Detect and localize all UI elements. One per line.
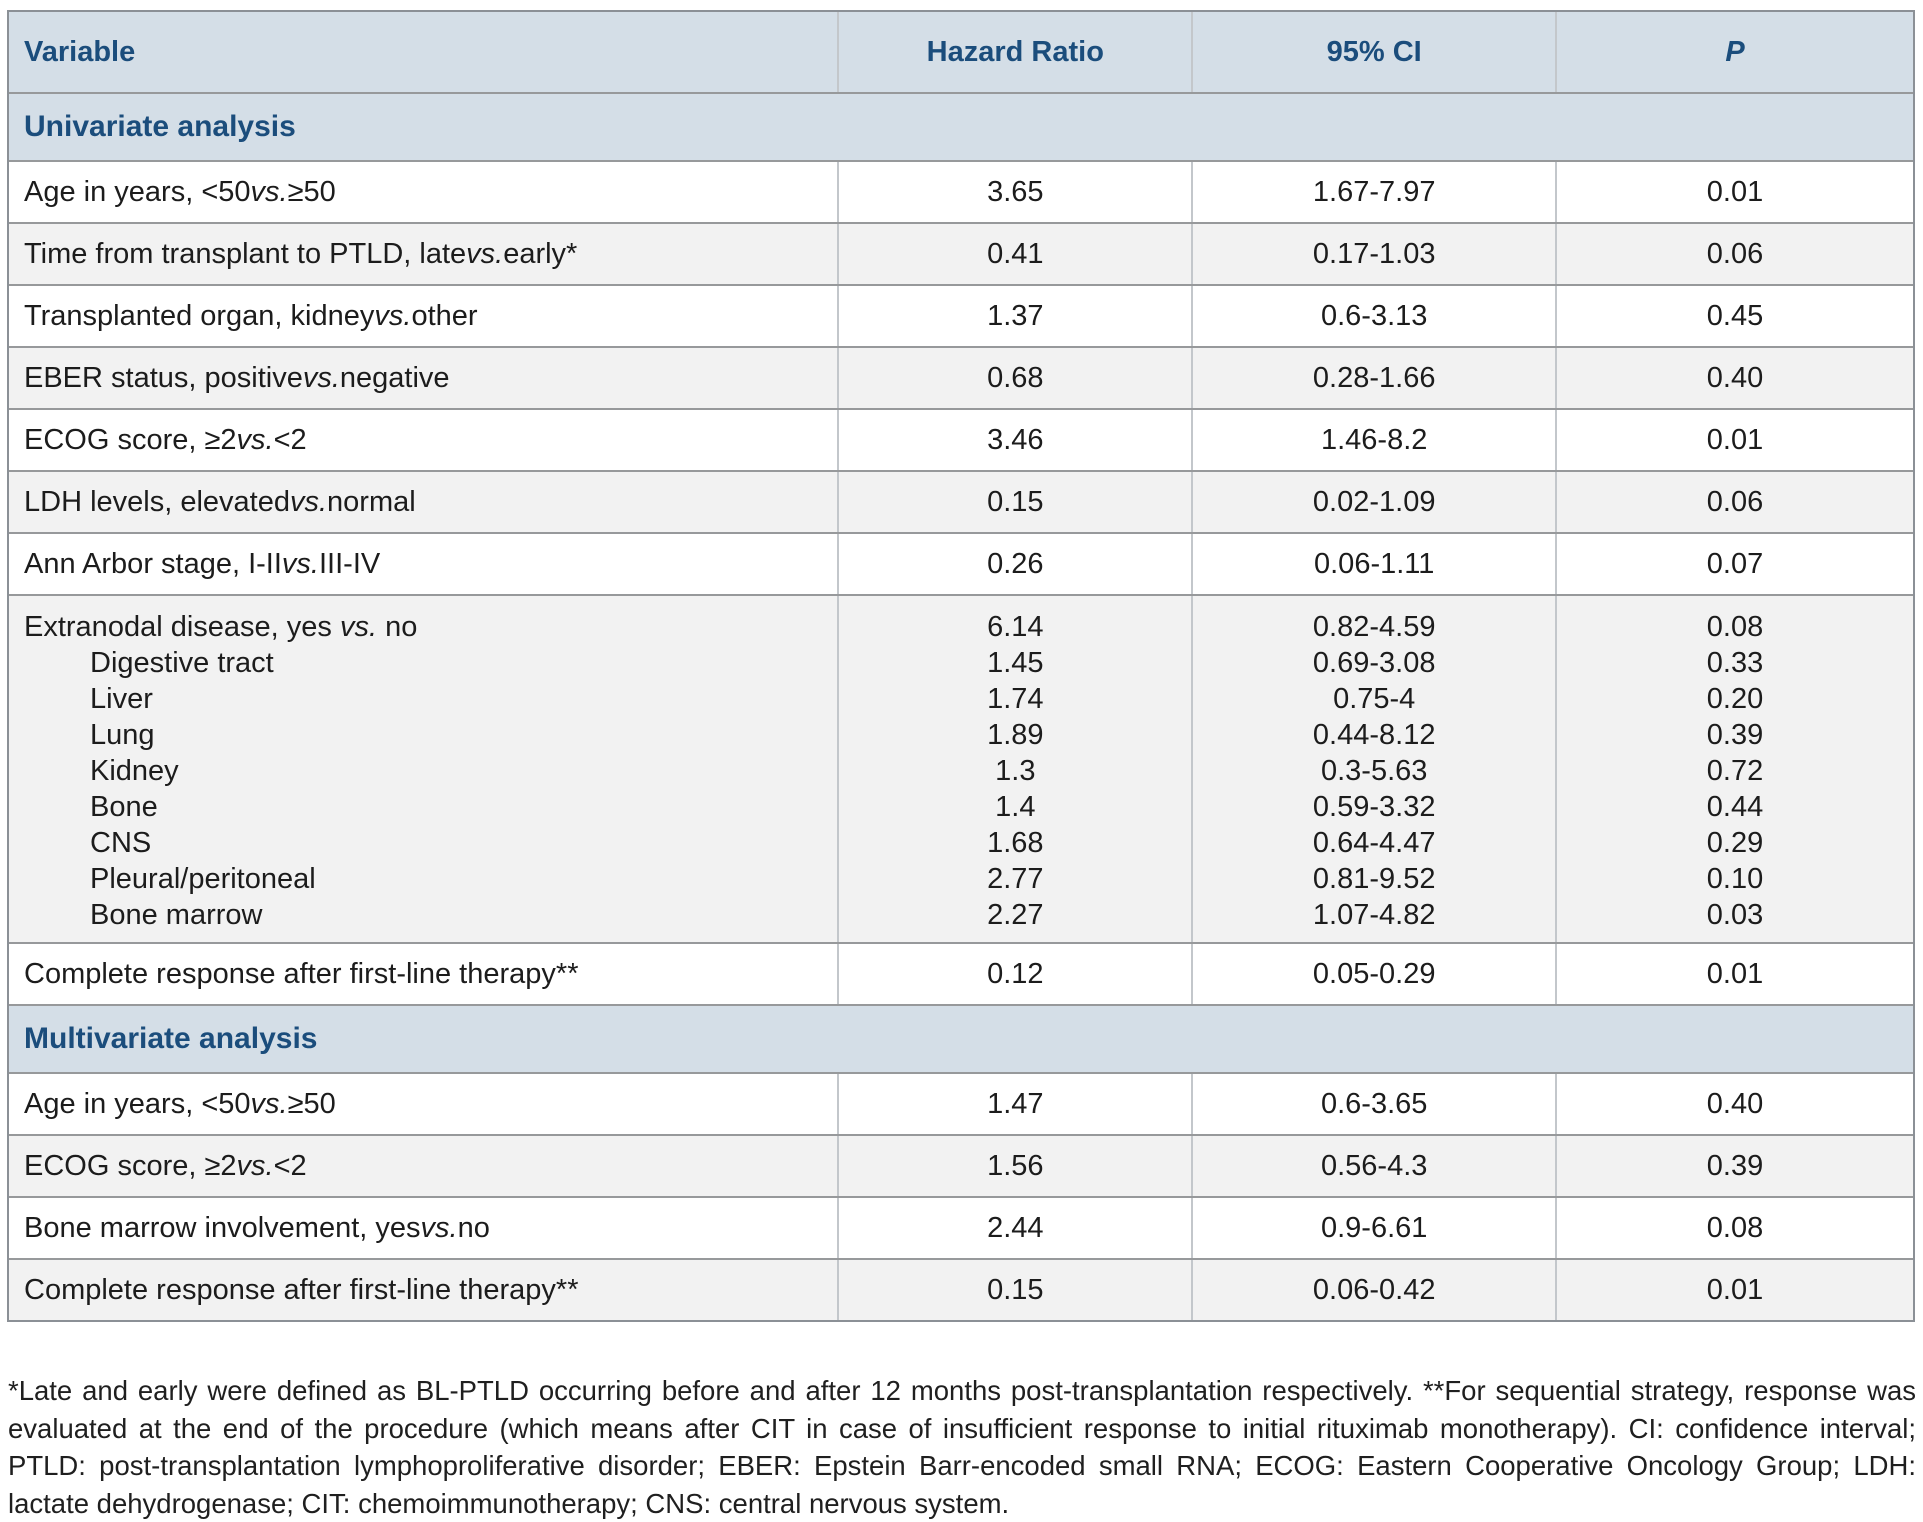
row-label: Extranodal disease, yes vs. no Digestive… [24, 611, 418, 931]
row-label: ECOG score, ≥2 vs. <2 [24, 423, 307, 456]
ci-value: 0.9-6.61 [1191, 1198, 1555, 1258]
table-row-ldh-levels: LDH levels, elevated vs. normal 0.15 0.0… [9, 470, 1913, 532]
hazard-ratio-value: 0.15 [837, 1260, 1191, 1320]
hazard-ratio-value: 1.47 [837, 1074, 1191, 1134]
table-row-eber-status: EBER status, positive vs. negative 0.68 … [9, 346, 1913, 408]
column-header-p: P [1555, 12, 1913, 92]
hazard-ratio-value: 0.12 [837, 944, 1191, 1004]
row-label: Bone marrow involvement, yes vs. no [24, 1211, 490, 1244]
hazard-ratio-value: 0.41 [837, 224, 1191, 284]
section-header-univariate: Univariate analysis [9, 92, 1913, 160]
row-label: LDH levels, elevated vs. normal [24, 485, 416, 518]
ci-value: 0.28-1.66 [1191, 348, 1555, 408]
p-value: 0.01 [1555, 162, 1913, 222]
table-row-ann-arbor-stage: Ann Arbor stage, I-II vs. III-IV 0.26 0.… [9, 532, 1913, 594]
row-label: Age in years, <50 vs. ≥50 [24, 1087, 336, 1120]
table-row-age-multivariate: Age in years, <50 vs. ≥50 1.47 0.6-3.65 … [9, 1072, 1913, 1134]
hazard-ratio-value: 3.65 [837, 162, 1191, 222]
hazard-ratio-values: 6.14 1.45 1.74 1.89 1.3 1.4 1.68 2.77 2.… [837, 596, 1191, 942]
hazard-ratio-value: 2.44 [837, 1198, 1191, 1258]
section-header-multivariate: Multivariate analysis [9, 1004, 1913, 1072]
p-value: 0.01 [1555, 944, 1913, 1004]
column-header-variable: Variable [24, 35, 136, 68]
column-header-95ci: 95% CI [1191, 12, 1555, 92]
hazard-ratio-value: 3.46 [837, 410, 1191, 470]
table-row-bone-marrow-involvement: Bone marrow involvement, yes vs. no 2.44… [9, 1196, 1913, 1258]
hazard-ratio-value: 0.15 [837, 472, 1191, 532]
ci-value: 0.56-4.3 [1191, 1136, 1555, 1196]
hazard-ratio-value: 1.37 [837, 286, 1191, 346]
row-label: Time from transplant to PTLD, late vs. e… [24, 237, 578, 270]
hazard-ratio-table: Variable Hazard Ratio 95% CI P Univariat… [7, 10, 1915, 1322]
table-row-complete-response-multivariate: Complete response after first-line thera… [9, 1258, 1913, 1320]
p-value: 0.01 [1555, 410, 1913, 470]
ci-value: 1.67-7.97 [1191, 162, 1555, 222]
table-row-time-to-ptld: Time from transplant to PTLD, late vs. e… [9, 222, 1913, 284]
ci-value: 0.05-0.29 [1191, 944, 1555, 1004]
row-label: Transplanted organ, kidney vs. other [24, 299, 478, 332]
row-label: Age in years, <50 vs. ≥50 [24, 175, 336, 208]
p-value: 0.01 [1555, 1260, 1913, 1320]
ci-value: 0.6-3.65 [1191, 1074, 1555, 1134]
ci-value: 0.6-3.13 [1191, 286, 1555, 346]
p-value: 0.45 [1555, 286, 1913, 346]
row-label: Complete response after first-line thera… [24, 957, 579, 990]
p-value: 0.06 [1555, 472, 1913, 532]
column-header-hazard-ratio: Hazard Ratio [837, 12, 1191, 92]
table-row-ecog-multivariate: ECOG score, ≥2 vs. <2 1.56 0.56-4.3 0.39 [9, 1134, 1913, 1196]
p-value: 0.40 [1555, 1074, 1913, 1134]
ci-value: 0.06-1.11 [1191, 534, 1555, 594]
table-row-complete-response-univariate: Complete response after first-line thera… [9, 942, 1913, 1004]
row-label: EBER status, positive vs. negative [24, 361, 450, 394]
hazard-ratio-value: 0.68 [837, 348, 1191, 408]
p-values: 0.08 0.33 0.20 0.39 0.72 0.44 0.29 0.10 … [1555, 596, 1913, 942]
p-value: 0.08 [1555, 1198, 1913, 1258]
table-header-row: Variable Hazard Ratio 95% CI P [9, 12, 1913, 92]
table-row-age: Age in years, <50 vs. ≥50 3.65 1.67-7.97… [9, 160, 1913, 222]
table-row-transplanted-organ: Transplanted organ, kidney vs. other 1.3… [9, 284, 1913, 346]
ci-values: 0.82-4.59 0.69-3.08 0.75-4 0.44-8.12 0.3… [1191, 596, 1555, 942]
p-value: 0.07 [1555, 534, 1913, 594]
hazard-ratio-value: 1.56 [837, 1136, 1191, 1196]
ci-value: 1.46-8.2 [1191, 410, 1555, 470]
hazard-ratio-value: 0.26 [837, 534, 1191, 594]
p-value: 0.40 [1555, 348, 1913, 408]
row-label: Complete response after first-line thera… [24, 1273, 579, 1306]
ci-value: 0.06-0.42 [1191, 1260, 1555, 1320]
p-value: 0.39 [1555, 1136, 1913, 1196]
row-label: ECOG score, ≥2 vs. <2 [24, 1149, 307, 1182]
table-row-extranodal-disease: Extranodal disease, yes vs. no Digestive… [9, 594, 1913, 942]
ci-value: 0.02-1.09 [1191, 472, 1555, 532]
table-footnote: *Late and early were defined as BL-PTLD … [8, 1375, 1916, 1519]
ci-value: 0.17-1.03 [1191, 224, 1555, 284]
p-value: 0.06 [1555, 224, 1913, 284]
row-label: Ann Arbor stage, I-II vs. III-IV [24, 547, 381, 580]
table-row-ecog-score: ECOG score, ≥2 vs. <2 3.46 1.46-8.2 0.01 [9, 408, 1913, 470]
